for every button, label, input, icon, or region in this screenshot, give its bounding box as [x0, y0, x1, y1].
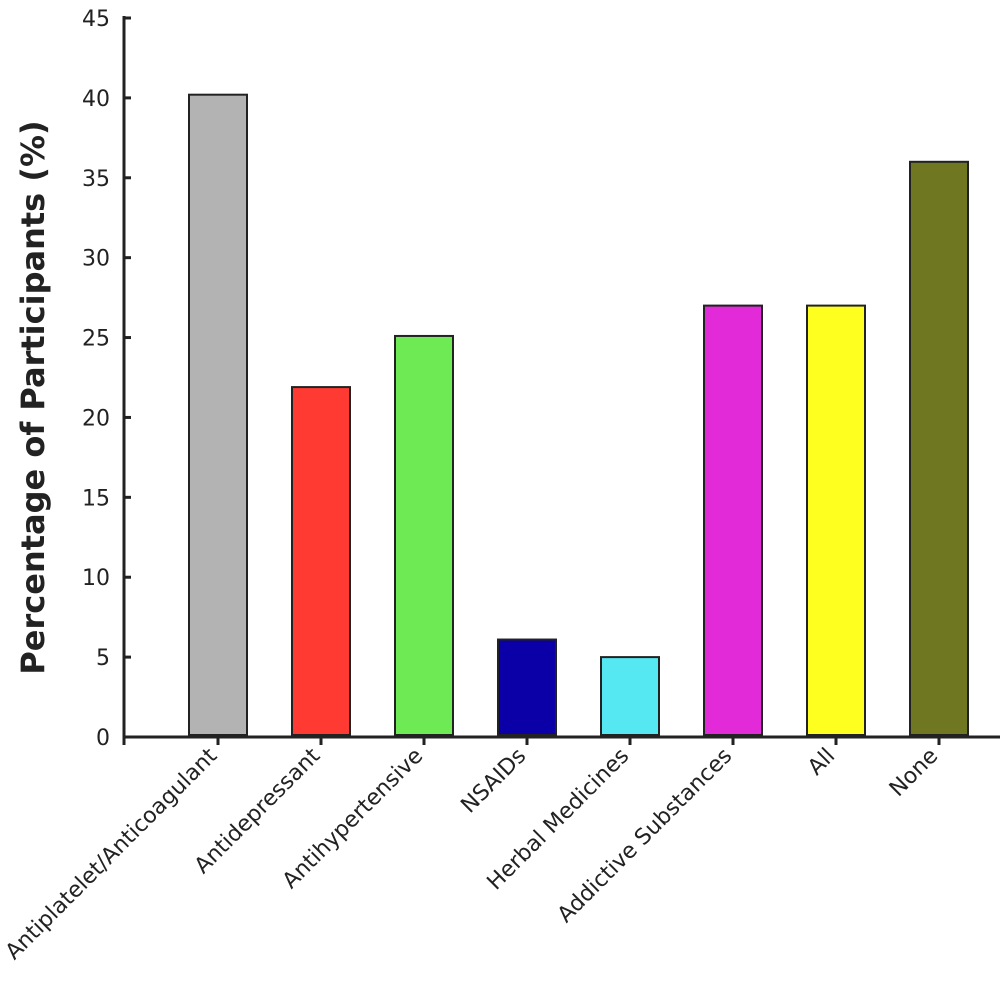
bars — [188, 93, 969, 737]
bar — [188, 93, 248, 736]
bar — [909, 160, 969, 737]
y-tick-label: 30 — [82, 247, 110, 272]
y-tick-label: 15 — [82, 486, 110, 511]
y-axis-ticks: 0 5 10 15 20 25 30 35 40 45 — [82, 7, 131, 751]
x-tick-label: None — [885, 744, 943, 802]
x-tick-label: Addictive Substances — [553, 744, 737, 928]
y-tick-label: 25 — [82, 327, 110, 352]
bar — [703, 304, 763, 736]
y-axis-title: Percentage of Participants (%) — [14, 120, 52, 674]
bar — [806, 304, 866, 736]
y-tick-label: 20 — [82, 406, 110, 431]
y-tick-label: 0 — [96, 726, 110, 751]
bar — [394, 334, 454, 736]
bar — [497, 638, 557, 737]
bar — [291, 386, 351, 736]
y-tick-label: 5 — [96, 646, 110, 671]
x-tick-label: Antiplatelet/Anticoagulant — [1, 743, 223, 965]
y-tick-label: 40 — [82, 87, 110, 112]
bar — [600, 656, 660, 736]
x-tick-label: All — [803, 744, 840, 781]
x-tick-label: NSAIDs — [456, 744, 531, 819]
y-tick-label: 45 — [82, 7, 110, 32]
y-tick-label: 10 — [82, 566, 110, 591]
x-axis-ticks: Antiplatelet/AnticoagulantAntidepressant… — [1, 737, 943, 965]
y-tick-label: 35 — [82, 167, 110, 192]
